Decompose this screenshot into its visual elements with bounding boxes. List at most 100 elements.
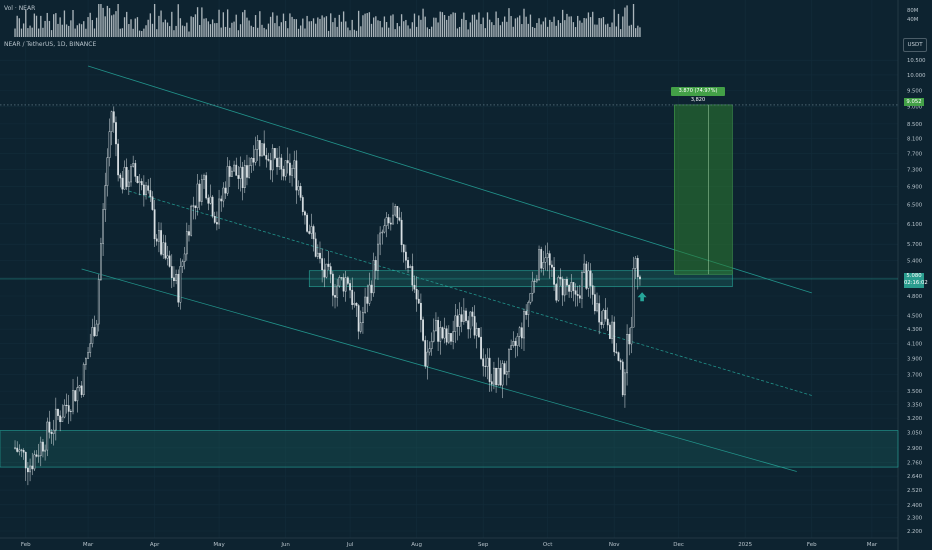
candle [153,209,156,240]
volume-bar [196,7,199,37]
volume-bar [226,9,229,37]
candle [529,293,532,303]
volume-bar [246,17,248,37]
volume-bar [383,16,386,37]
volume-bar [330,13,332,38]
volume-bar [218,9,220,37]
candle [377,243,379,271]
candle [211,196,214,217]
candle [241,166,244,189]
candle [168,255,171,267]
volume-bar [222,12,225,37]
candle [284,160,287,177]
candle [319,252,321,259]
candle [542,262,545,269]
volume-bar [186,22,188,37]
volume-bar [441,12,444,38]
volume-bar [78,23,81,37]
symbol-title: NEAR / TetherUS, 1D, BINANCE [4,41,97,48]
candle [200,179,203,202]
candle [308,231,311,234]
volume-bar [37,28,40,37]
volume-bar [368,12,371,38]
volume-bar [411,22,413,37]
candle [42,441,44,452]
candle [475,328,478,336]
volume-bar [145,25,147,37]
volume-bar [233,21,235,37]
volume-bar [579,20,581,37]
volume-bar [315,23,317,37]
candle [29,465,31,473]
candle [525,311,528,315]
candle [398,217,401,221]
candle [312,226,315,240]
candle [482,358,485,367]
volume-bar [375,16,377,37]
candle [22,450,25,453]
candle [76,387,79,402]
volume-bar [50,30,53,37]
volume-bar [164,19,167,37]
volume-bar [486,12,489,37]
x-tick-label: May [213,542,225,548]
volume-bar [100,4,102,37]
volume-bar [555,25,557,37]
y-tick-label: 3.900 [907,357,923,363]
volume-bar [551,21,553,37]
candle [400,219,403,245]
volume-bar [430,26,433,37]
candle [596,303,598,312]
candle [469,311,472,330]
volume-bar [488,19,491,37]
candle [127,181,130,187]
y-tick-label: 2.400 [907,503,923,509]
candle [258,140,261,157]
volume-bar [325,16,328,37]
volume-bar [299,25,302,37]
volume-bar [68,25,70,37]
volume-bar [478,12,480,37]
candle [97,279,100,325]
currency-button[interactable]: USDT [903,38,927,52]
candle [613,321,616,353]
candle [495,367,497,386]
candle [246,165,248,178]
volume-bar [20,28,23,37]
volume-bar [499,25,502,37]
volume-bar [282,13,285,38]
candle [295,160,298,191]
candle [574,290,577,295]
volume-bar [190,16,192,37]
channel-midline [128,190,812,396]
volume-bar [147,19,149,37]
candle [555,284,558,301]
candle [44,449,46,452]
volume-bar [639,27,641,37]
volume-bar [48,20,51,37]
volume-bar [235,14,237,37]
volume-bar [203,18,205,37]
y-tick-label: 6.100 [907,222,923,228]
candle [87,352,89,359]
candle [304,211,306,216]
volume-bar [61,24,63,37]
volume-bar [622,16,624,37]
candle [486,357,489,367]
volume-bar [242,12,244,37]
volume-bar [113,14,115,37]
volume-bar [570,16,572,37]
volume-bar [613,9,615,37]
candle [112,111,115,123]
volume-bar [111,15,113,37]
candle [628,334,631,345]
candle [331,273,334,296]
x-tick-label: Mar [867,542,878,548]
volume-bar [604,24,607,37]
candle [263,143,266,156]
volume-bar [394,29,396,37]
position-label[interactable]: 3.870 (74.97%) 3,820 [671,87,725,103]
candle [368,284,371,304]
candle [606,318,609,326]
